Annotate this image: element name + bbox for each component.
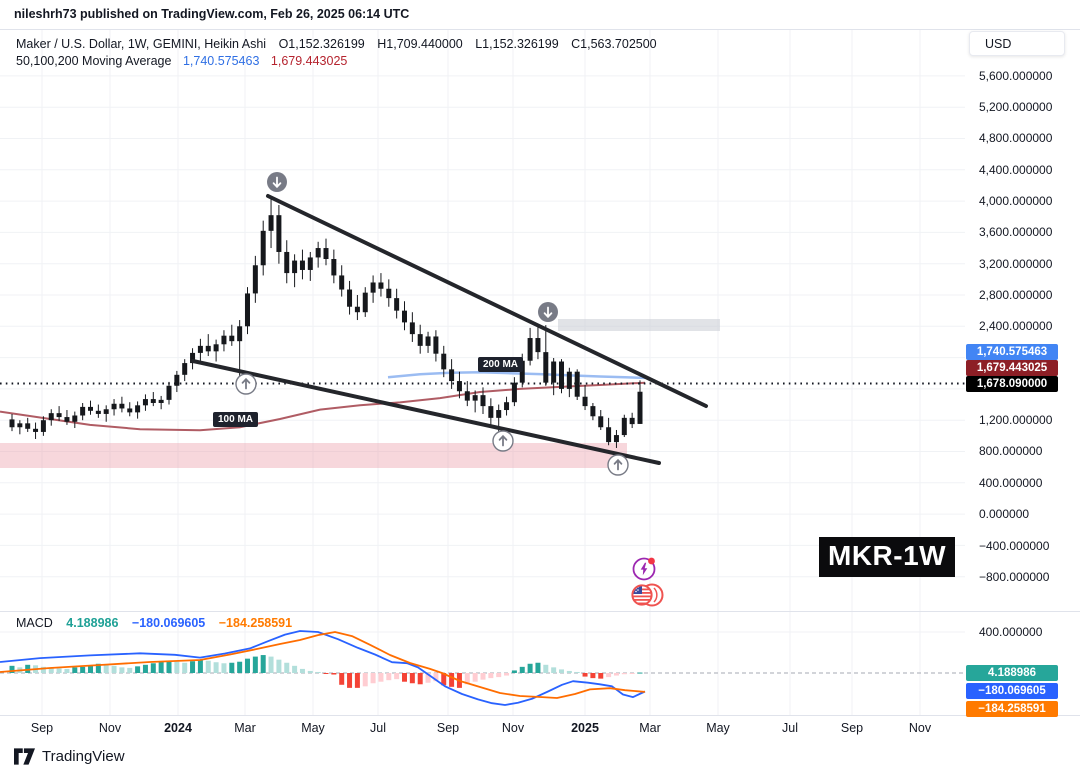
open-value: O1,152.326199 [278,37,365,51]
ma-50-line [387,371,646,380]
time-axis-tick: 2025 [571,721,599,735]
price-axis-tick: 3,200.000000 [979,257,1053,271]
time-axis-tick: Nov [908,721,932,735]
price-axis-tick: 4,000.000000 [979,194,1053,208]
price-axis-tick: 5,600.000000 [979,69,1053,83]
price-axis-label-badge: −180.069605 [966,683,1058,699]
time-axis-tick: Jul [370,721,386,735]
arrow-down-marker-icon [267,172,287,192]
time-axis-tick: Nov [501,721,525,735]
ma-label-badge: 100 MA [213,412,259,427]
attribution-bar: nileshrh73 published on TradingView.com,… [0,0,1080,30]
price-axis-tick: 2,800.000000 [979,288,1053,302]
tradingview-logo[interactable]: TradingView [14,748,125,765]
moving-average-legend[interactable]: 50,100,200 Moving Average 1,740.575463 1… [16,54,347,68]
time-axis-divider [0,715,1080,716]
currency-toggle-button[interactable]: USD [969,31,1065,56]
macd-histogram [9,655,643,688]
price-axis-label-badge: 1,740.575463 [966,344,1058,360]
high-value: H1,709.440000 [377,37,463,51]
ma-value-red: 1,679.443025 [270,54,348,68]
time-axis-tick: Sep [436,721,460,735]
time-axis-tick: Sep [840,721,864,735]
arrow-up-marker-icon [235,373,257,395]
us-flag-icon [631,583,664,607]
time-axis-tick: 2024 [164,721,192,735]
time-axis-tick: Mar [234,721,256,735]
price-axis-tick: 0.000000 [979,507,1030,521]
attribution-text: nileshrh73 published on TradingView.com,… [14,7,410,21]
close-value: C1,563.702500 [571,37,657,51]
time-axis-tick: Sep [30,721,54,735]
price-axis-label-badge: 1,678.090000 [966,376,1058,392]
chart-icons[interactable] [631,557,664,607]
ma-value-blue: 1,740.575463 [182,54,260,68]
time-axis-tick: Nov [98,721,122,735]
time-axis-tick: May [301,721,325,735]
trendlines[interactable] [191,194,708,465]
symbol-watermark: MKR-1W [819,537,956,577]
price-axis-label-badge: 1,679.443025 [966,360,1058,376]
price-axis-tick: 5,200.000000 [979,100,1053,114]
symbol-title: Maker / U.S. Dollar, 1W, GEMINI, Heikin … [16,37,267,51]
price-axis-tick: −800.000000 [979,570,1050,584]
macd-label: MACD [16,616,53,630]
tradingview-logo-icon [14,748,35,765]
macd-line-value: −180.069605 [131,616,206,630]
price-axis-tick: 400.000000 [979,625,1043,639]
macd-signal-line [0,631,646,699]
macd-signal-value: −184.258591 [218,616,293,630]
price-axis-label-badge: −184.258591 [966,701,1058,717]
price-axis-label-badge: 4.188986 [966,665,1058,681]
arrow-up-marker-icon [607,454,629,476]
ma-label: 50,100,200 Moving Average [16,54,172,68]
low-value: L1,152.326199 [475,37,559,51]
arrow-down-marker-icon [538,302,558,322]
tradingview-logo-text: TradingView [42,748,125,765]
heikin-ashi-candles [9,197,643,448]
macd-hist-value: 4.188986 [66,616,119,630]
time-axis-tick: Jul [782,721,798,735]
support-resistance-zones[interactable] [0,319,720,468]
pane-divider[interactable] [0,611,1080,612]
price-axis-tick: 800.000000 [979,444,1043,458]
price-axis-tick: 4,400.000000 [979,163,1053,177]
price-axis-tick: 3,600.000000 [979,225,1053,239]
price-axis-tick: 400.000000 [979,476,1043,490]
ma-label-badge: 200 MA [478,357,524,372]
arrow-up-marker-icon [492,430,514,452]
trade-markers[interactable] [235,172,629,476]
price-axis-tick: 4,800.000000 [979,131,1053,145]
price-axis-tick: 1,200.000000 [979,413,1053,427]
time-axis-tick: May [706,721,730,735]
time-axis-tick: Mar [639,721,661,735]
ma-100-line [0,381,646,432]
price-axis-tick: −400.000000 [979,539,1050,553]
flash-event-icon [632,557,656,581]
symbol-legend[interactable]: Maker / U.S. Dollar, 1W, GEMINI, Heikin … [16,37,657,51]
macd-legend[interactable]: MACD 4.188986 −180.069605 −184.258591 [16,616,292,630]
grid-lines [0,30,965,715]
macd-line [0,630,646,706]
price-axis-tick: 2,400.000000 [979,319,1053,333]
